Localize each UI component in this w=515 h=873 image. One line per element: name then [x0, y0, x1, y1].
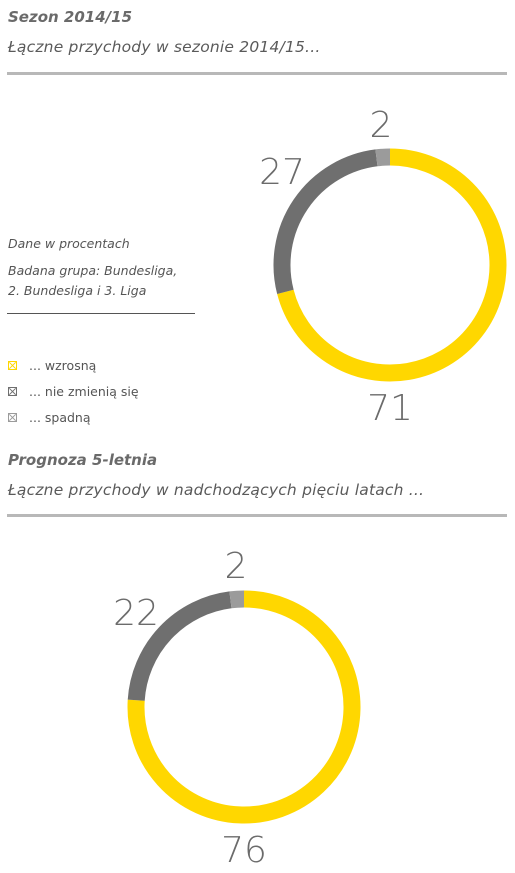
- section2-divider: [7, 514, 507, 517]
- donut-segment: [127, 590, 361, 824]
- section2-title: Prognoza 5-letnia: [8, 451, 158, 469]
- legend-item: ... wzrosną: [8, 352, 139, 378]
- data-label: 2: [370, 105, 393, 146]
- legend-label: ... wzrosną: [29, 357, 97, 373]
- donut-segment: [277, 148, 507, 382]
- section1-divider: [7, 72, 507, 75]
- donut-segment: [127, 591, 232, 701]
- data-label: 27: [259, 152, 305, 193]
- data-label: 2: [225, 546, 248, 587]
- data-label: 22: [113, 593, 159, 634]
- section1-subtitle: Łączne przychody w sezonie 2014/15...: [8, 38, 321, 56]
- legend-swatch-icon: [8, 412, 17, 422]
- section2-subtitle: Łączne przychody w nadchodzących pięciu …: [8, 481, 425, 499]
- legend: ... wzrosną ... nie zmienią się ... spad…: [8, 352, 139, 430]
- data-label: 76: [221, 830, 267, 871]
- unit-note: Dane w procentach: [8, 236, 130, 251]
- legend-swatch-icon: [8, 360, 17, 370]
- donut-segment: [375, 148, 391, 167]
- notes-divider: [7, 313, 195, 314]
- data-label: 71: [367, 388, 413, 429]
- legend-swatch-icon: [8, 386, 17, 396]
- legend-item: ... nie zmienią się: [8, 378, 139, 404]
- legend-label: ... spadną: [29, 409, 91, 425]
- legend-item: ... spadną: [8, 404, 139, 430]
- legend-label: ... nie zmienią się: [29, 383, 139, 399]
- group-note-line1: Badana grupa: Bundesliga,: [8, 263, 178, 278]
- group-note-line2: 2. Bundesliga i 3. Liga: [8, 283, 147, 298]
- donut-segment: [273, 149, 378, 294]
- section1-title: Sezon 2014/15: [8, 8, 133, 26]
- donut-segment: [229, 590, 245, 609]
